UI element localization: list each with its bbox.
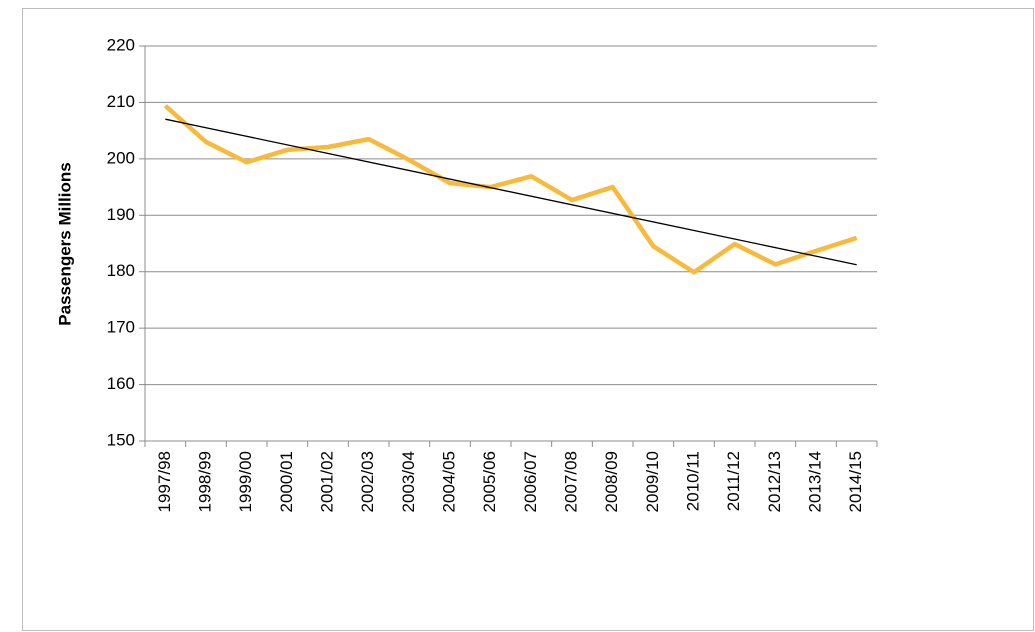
y-tick-label: 220 (107, 35, 135, 54)
x-tick-label: 2013/14 (805, 451, 824, 512)
x-tick-label: 2002/03 (358, 451, 377, 512)
x-tick-label: 2000/01 (277, 451, 296, 512)
chart-border (22, 8, 1034, 631)
y-tick-label: 200 (107, 148, 135, 167)
x-tick-label: 2007/08 (561, 451, 580, 512)
y-tick-label: 190 (107, 205, 135, 224)
y-tick-label: 210 (107, 92, 135, 111)
x-tick-label: 2001/02 (317, 451, 336, 512)
trendline (165, 118, 857, 266)
x-tick-label: 2012/13 (765, 451, 784, 512)
x-tick-label: 2006/07 (521, 451, 540, 512)
x-tick-label: 2011/12 (724, 451, 743, 511)
x-tick-label: 1998/99 (195, 451, 214, 512)
y-axis-label: Passengers Millions (55, 162, 74, 325)
x-tick-label: 2009/10 (643, 451, 662, 512)
x-tick-label: 2010/11 (683, 451, 702, 511)
data-line (163, 104, 858, 275)
y-tick-label: 170 (107, 318, 135, 337)
x-tick-label: 2005/06 (480, 451, 499, 512)
x-tick-label: 1997/98 (155, 451, 174, 512)
y-tick-label: 180 (107, 261, 135, 280)
x-tick-label: 2014/15 (846, 451, 865, 512)
x-tick-label: 1999/00 (236, 451, 255, 512)
x-tick-label: 2003/04 (399, 451, 418, 512)
x-tick-label: 2008/09 (602, 451, 621, 512)
x-tick-label: 2004/05 (439, 451, 458, 512)
y-tick-label: 160 (107, 374, 135, 393)
y-tick-label: 150 (107, 430, 135, 449)
